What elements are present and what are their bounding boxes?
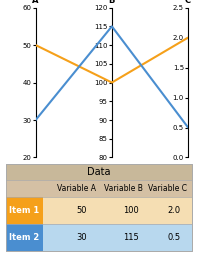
Text: Variable B: Variable B: [104, 184, 143, 193]
Bar: [6, 224, 43, 251]
Bar: [6, 224, 192, 251]
Text: Item 1: Item 1: [10, 206, 40, 215]
Text: Variable
C: Variable C: [168, 0, 198, 5]
Bar: [6, 180, 192, 197]
Text: 30: 30: [77, 233, 87, 242]
Text: Item 2: Item 2: [10, 233, 40, 242]
Text: 0.5: 0.5: [168, 233, 181, 242]
Bar: [6, 197, 43, 224]
Text: Data: Data: [87, 167, 111, 177]
Text: 100: 100: [123, 206, 139, 215]
Text: 2.0: 2.0: [168, 206, 181, 215]
Text: Variable A: Variable A: [57, 184, 96, 193]
Text: 115: 115: [123, 233, 139, 242]
Bar: [6, 197, 192, 224]
Text: 50: 50: [77, 206, 87, 215]
Text: Variable
B: Variable B: [92, 0, 131, 5]
Text: Variable C: Variable C: [148, 184, 187, 193]
Text: Variable
A: Variable A: [16, 0, 55, 5]
